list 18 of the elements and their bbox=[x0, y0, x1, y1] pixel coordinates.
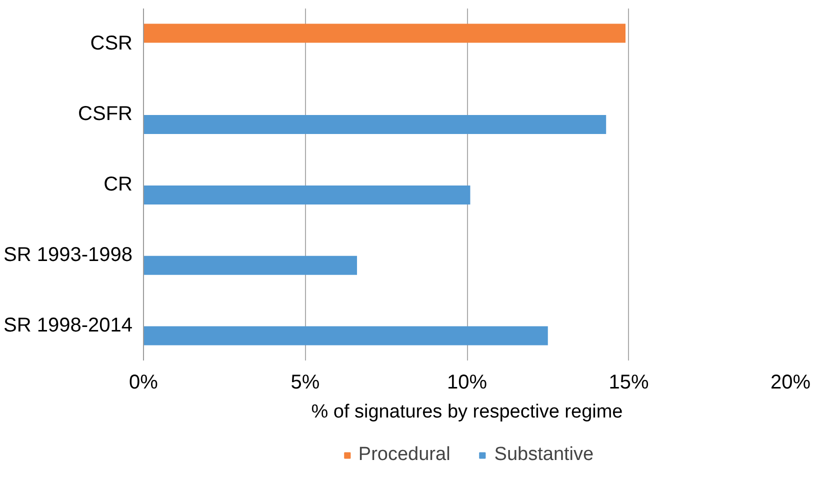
y-tick-label: CR bbox=[104, 174, 133, 196]
bar bbox=[144, 24, 626, 43]
x-tick-label: 20% bbox=[770, 372, 811, 394]
legend-label: Procedural bbox=[358, 444, 450, 466]
x-tick-label: 15% bbox=[608, 372, 649, 394]
x-tick-label: 10% bbox=[446, 372, 488, 394]
bar bbox=[144, 185, 470, 204]
x-tick-label: 0% bbox=[129, 372, 158, 394]
y-tick-label: CSFR bbox=[78, 103, 133, 126]
y-tick-label: SR 1998-2014 bbox=[4, 314, 132, 336]
x-tick-label: 5% bbox=[290, 372, 320, 394]
bar bbox=[144, 115, 606, 134]
x-axis-title: % of signatures by respective regime bbox=[311, 402, 623, 422]
bar bbox=[144, 326, 548, 346]
bar bbox=[144, 256, 358, 275]
y-tick-label: CSR bbox=[90, 32, 133, 55]
legend-label: Substantive bbox=[494, 444, 594, 466]
y-tick-label: SR 1993-1998 bbox=[4, 244, 132, 266]
